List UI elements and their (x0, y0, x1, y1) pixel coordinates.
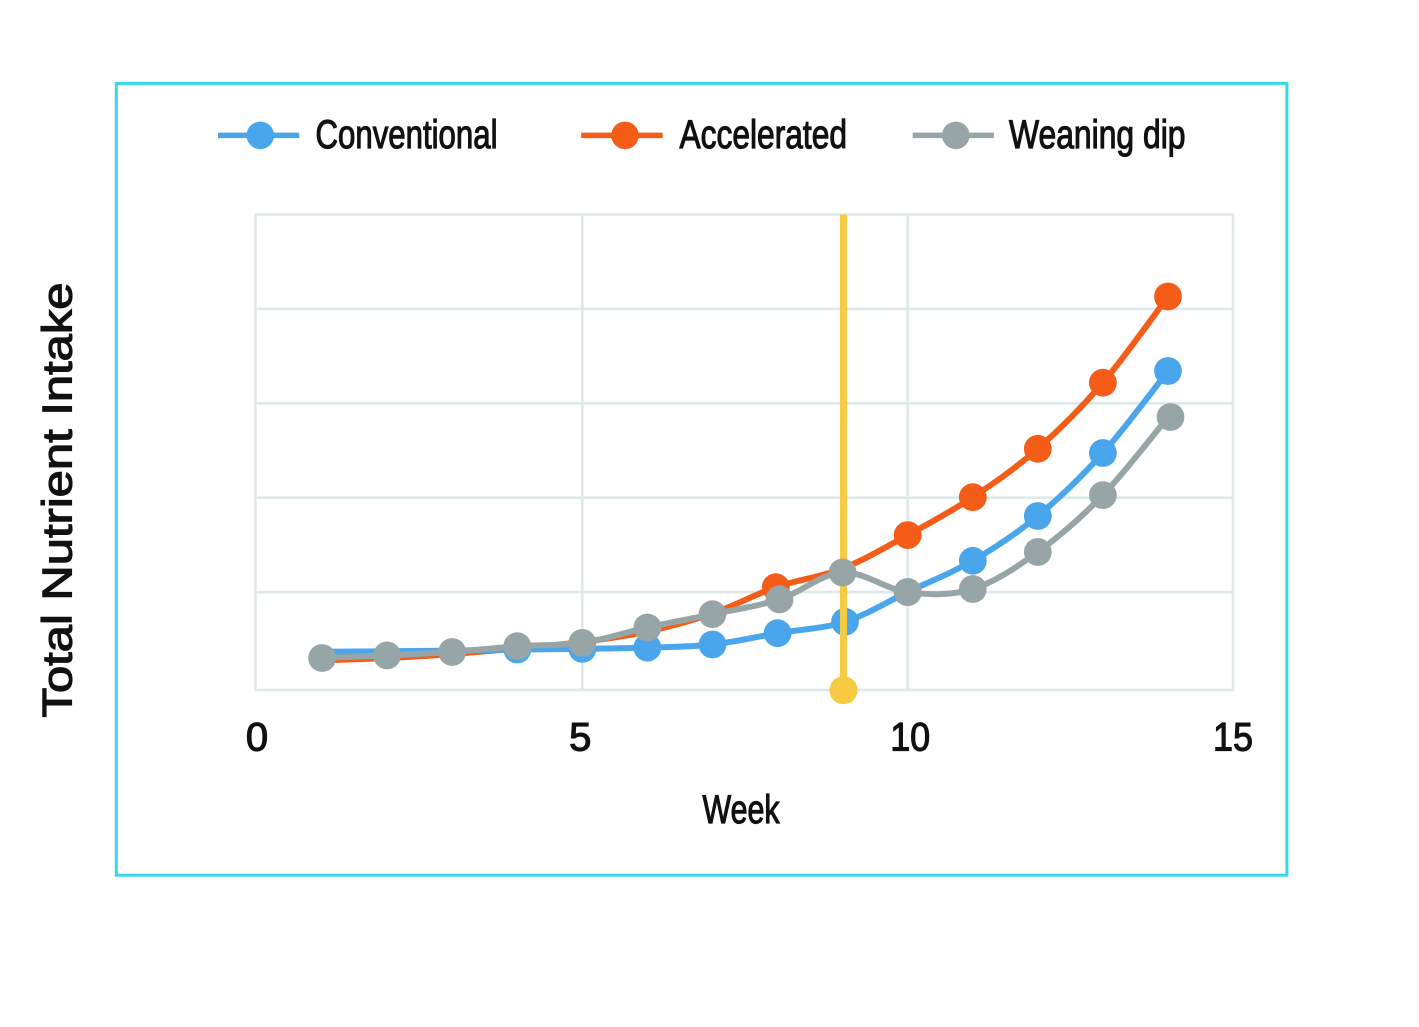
svg-text:0: 0 (246, 715, 268, 759)
svg-text:Conventional: Conventional (316, 113, 498, 157)
svg-text:Total Nutrient Intake: Total Nutrient Intake (34, 283, 81, 718)
svg-text:5: 5 (569, 715, 591, 759)
svg-text:10: 10 (890, 715, 930, 759)
svg-text:Week: Week (703, 788, 781, 832)
svg-text:Accelerated: Accelerated (680, 113, 848, 157)
svg-text:15: 15 (1213, 715, 1253, 759)
svg-text:Weaning dip: Weaning dip (1009, 113, 1186, 157)
